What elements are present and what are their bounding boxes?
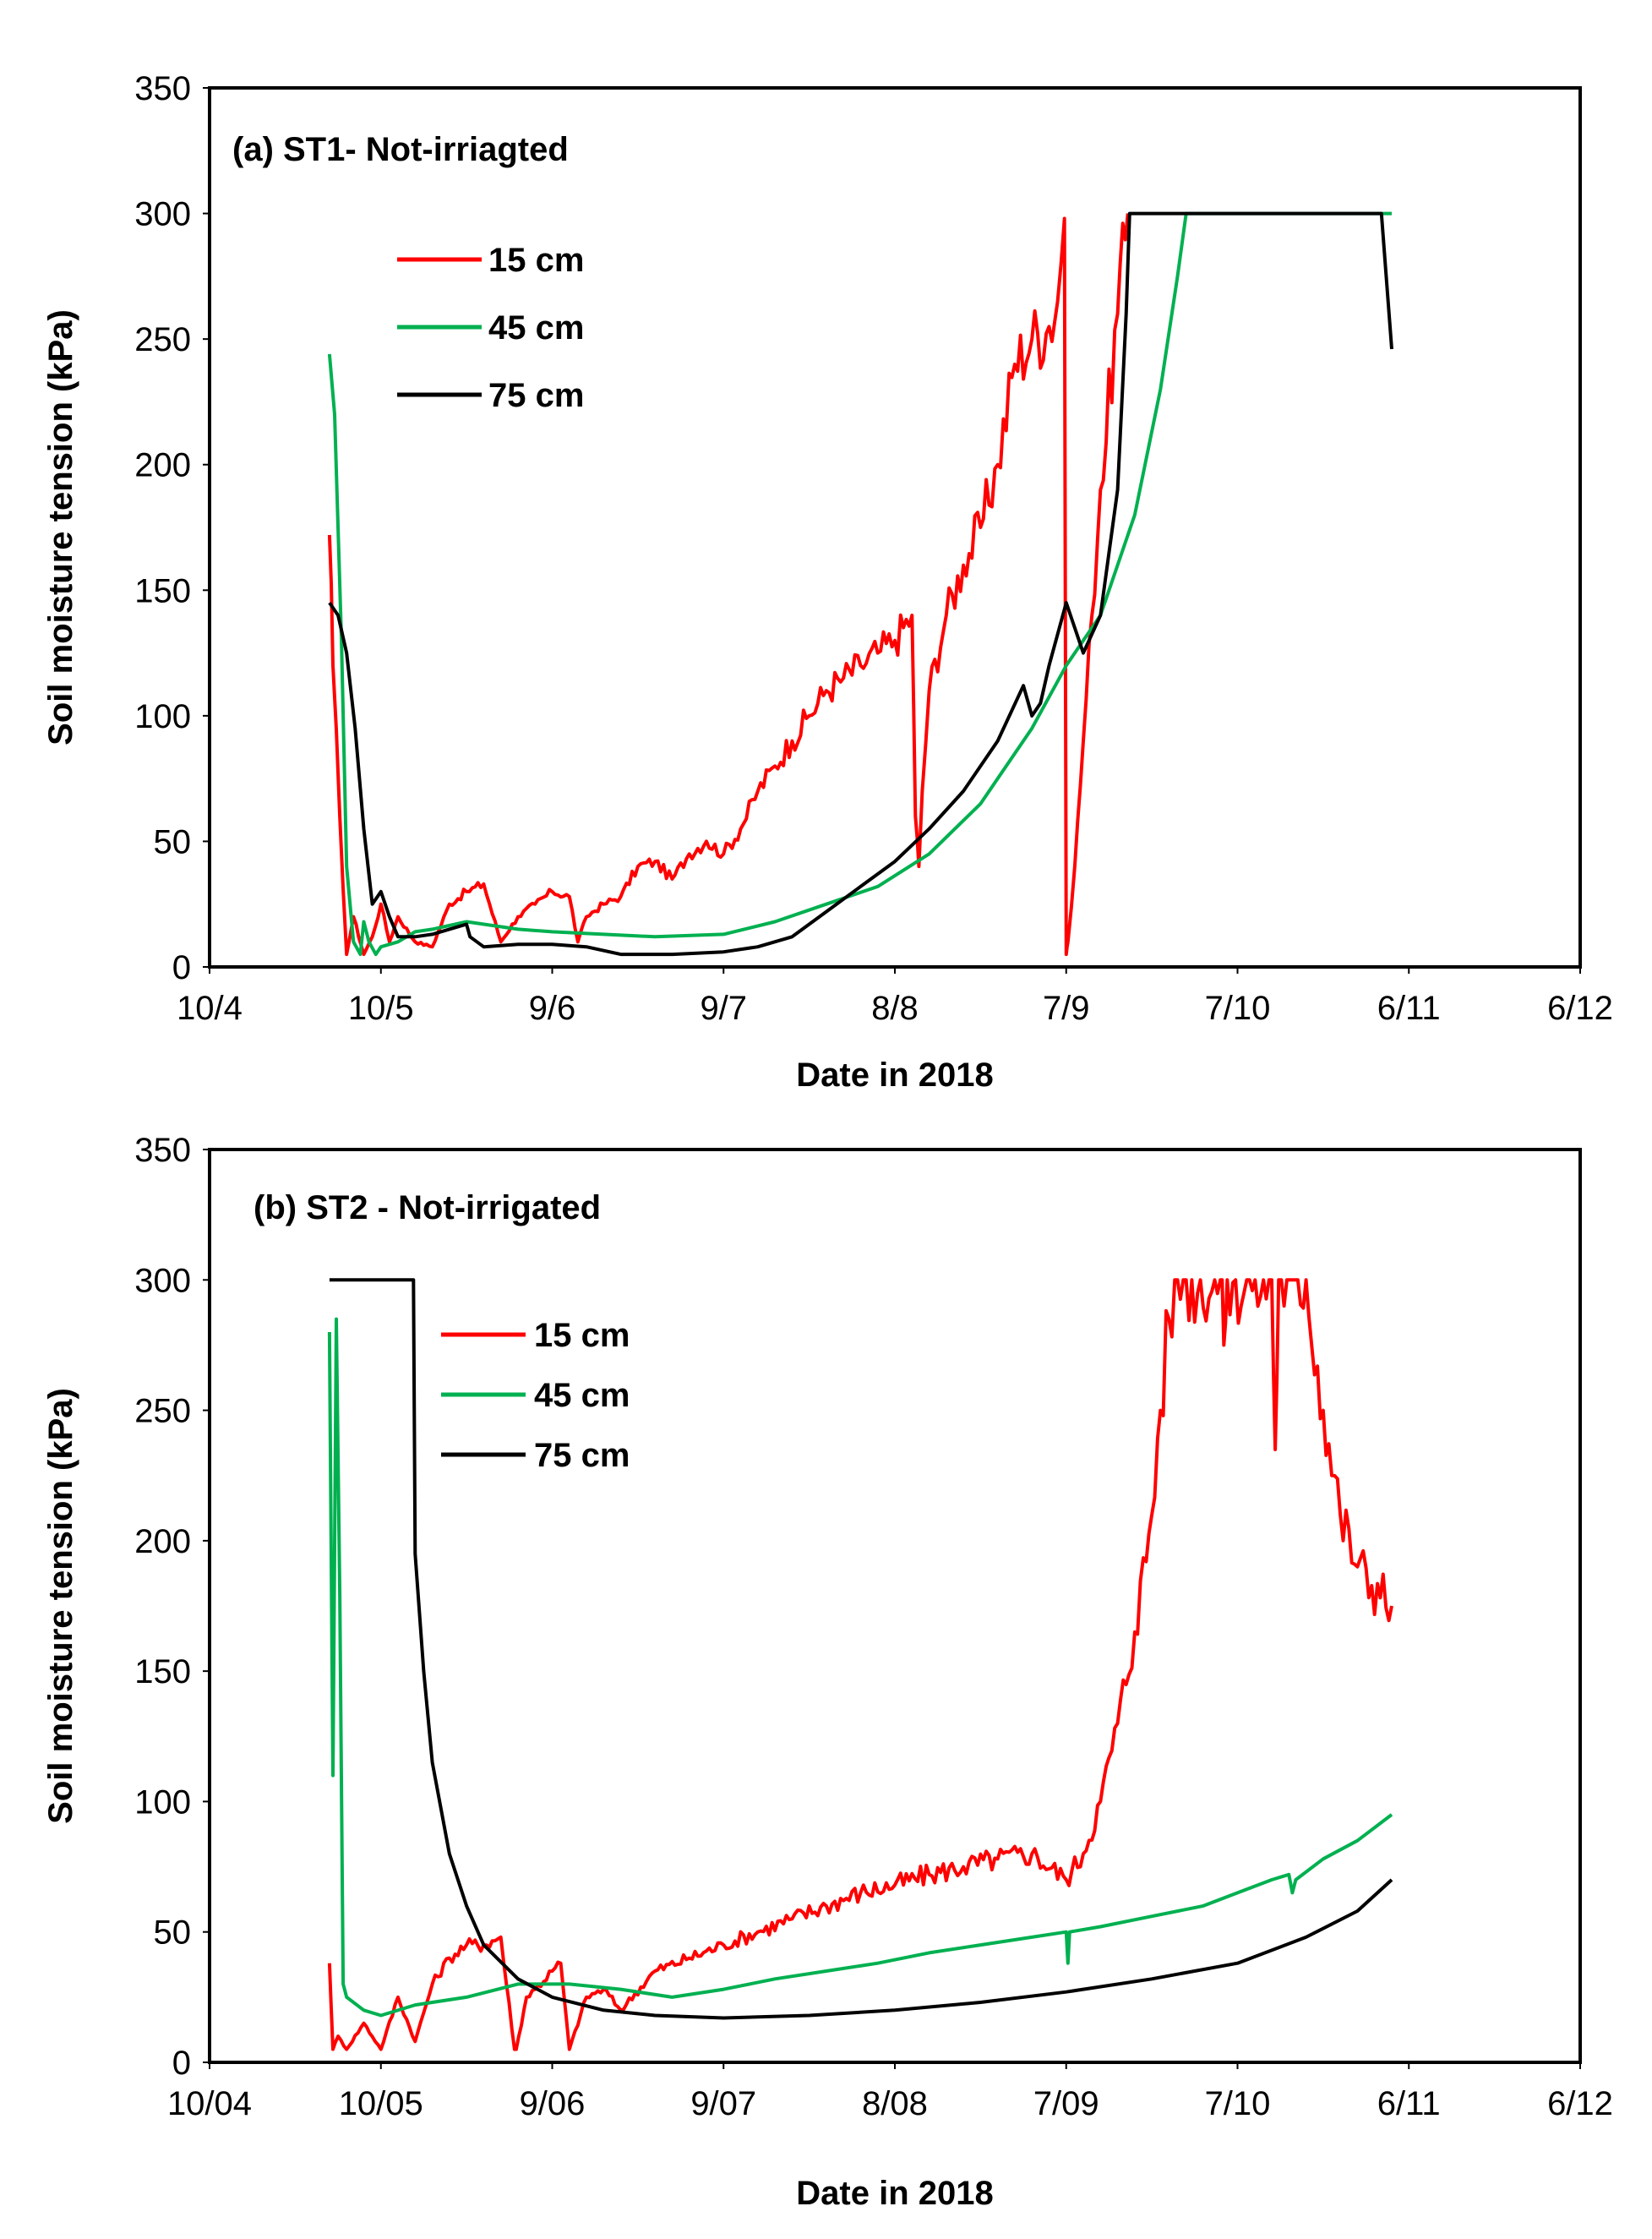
chart-b-xtick-label: 6/12 [1547, 2085, 1613, 2122]
chart-b-ytick-label: 350 [134, 1132, 191, 1169]
chart-b-x-ticks: 10/04 10/05 9/06 9/07 8/08 7/09 7/10 6/11 6/12 [167, 2062, 1613, 2122]
chart-b-legend-label-45cm: 45 cm [534, 1377, 630, 1414]
chart-b-ytick-label: 300 [134, 1262, 191, 1299]
chart-a-ytick-label: 150 [134, 572, 191, 609]
chart-a-y-ticks: 0 50 100 150 200 250 300 350 [134, 70, 210, 986]
chart-b-xtick-label: 7/09 [1033, 2085, 1099, 2122]
chart-a-plot-area [327, 211, 1393, 957]
chart-b-ytick-label: 250 [134, 1393, 191, 1430]
chart-b-y-ticks: 0 50 100 150 200 250 300 350 [134, 1132, 210, 2082]
chart-b-ytick-label: 0 [172, 2045, 191, 2082]
chart-b-series-line-75cm [329, 1278, 1393, 2020]
chart-b-plot-frame [208, 1148, 1582, 2064]
chart-b-xtick-label: 7/10 [1205, 2085, 1271, 2122]
chart-b-svg: 0 50 100 150 200 250 300 350 10/04 10/05 9/06 9/07… [42, 1132, 1613, 2212]
chart-b-xlabel: Date in 2018 [796, 2175, 993, 2212]
chart-a-legend-label-75cm: 75 cm [488, 377, 584, 414]
chart-a-xtick-label: 6/11 [1377, 990, 1441, 1027]
chart-a-xtick-label: 7/10 [1205, 990, 1271, 1027]
chart-a-xtick-label: 10/4 [177, 990, 243, 1027]
chart-b-xtick-label: 6/11 [1377, 2085, 1441, 2122]
chart-a-series-line-75cm [328, 211, 1393, 957]
chart-a-ytick-label: 350 [134, 70, 191, 107]
chart-a-svg: 0 50 100 150 200 250 300 350 10/4 10/5 9/6 9/7 8/8 7… [42, 70, 1613, 1094]
chart-a-ytick-label: 250 [134, 321, 191, 358]
chart-a-ytick-label: 200 [134, 447, 191, 484]
chart-a-ytick-label: 100 [134, 698, 191, 735]
chart-a-ytick-label: 50 [154, 823, 192, 860]
chart-a-legend-label-45cm: 45 cm [488, 309, 584, 347]
chart-b-ytick-label: 50 [154, 1914, 192, 1952]
chart-a-x-ticks: 10/4 10/5 9/6 9/7 8/8 7/9 7/10 6/11 6/12 [177, 967, 1613, 1027]
panel-a: 0 50 100 150 200 250 300 350 10/4 10/5 9/6 9/7 8/8 7… [0, 0, 1652, 1107]
chart-a-xtick-label: 6/12 [1547, 990, 1613, 1027]
chart-b-ytick-label: 150 [134, 1653, 191, 1690]
chart-a-ytick-label: 300 [134, 196, 191, 233]
chart-a-title: (a) ST1- Not-irriagted [232, 131, 569, 168]
chart-a-xtick-label: 9/6 [529, 990, 576, 1027]
chart-b-xtick-label: 9/07 [690, 2085, 756, 2122]
chart-a-legend: 15 cm 45 cm 75 cm [397, 242, 584, 414]
panel-b: 0 50 100 150 200 250 300 350 10/04 10/05 9/06 9/07… [0, 1107, 1652, 2239]
chart-a-xlabel: Date in 2018 [796, 1057, 993, 1094]
chart-a-xtick-label: 7/9 [1043, 990, 1090, 1027]
chart-b-ytick-label: 200 [134, 1523, 191, 1560]
chart-b-xtick-label: 9/06 [520, 2085, 586, 2122]
chart-b-legend-label-15cm: 15 cm [534, 1317, 630, 1354]
chart-a-series-line-45cm [327, 211, 1392, 957]
chart-b-plot-area [327, 1278, 1393, 2051]
chart-a-legend-label-15cm: 15 cm [488, 242, 584, 279]
chart-a-series-line-15cm [327, 213, 1130, 957]
chart-a-xtick-label: 10/5 [348, 990, 414, 1027]
chart-b-legend: 15 cm 45 cm 75 cm [441, 1317, 630, 1474]
chart-b-series-line-45cm [327, 1317, 1393, 2018]
chart-b-xtick-label: 10/04 [167, 2085, 252, 2122]
chart-b-legend-label-75cm: 75 cm [534, 1437, 630, 1474]
chart-a-plot-frame [208, 86, 1582, 969]
chart-a-xtick-label: 9/7 [700, 990, 747, 1027]
chart-b-ytick-label: 100 [134, 1783, 191, 1821]
chart-a-ytick-label: 0 [172, 949, 191, 986]
chart-b-xtick-label: 8/08 [862, 2085, 928, 2122]
chart-a-xtick-label: 8/8 [871, 990, 919, 1027]
chart-b-xtick-label: 10/05 [339, 2085, 423, 2122]
chart-b-ylabel: Soil moisture tension (kPa) [42, 1388, 79, 1824]
chart-a-ylabel: Soil moisture tension (kPa) [42, 309, 79, 745]
chart-b-title: (b) ST2 - Not-irrigated [254, 1189, 601, 1226]
